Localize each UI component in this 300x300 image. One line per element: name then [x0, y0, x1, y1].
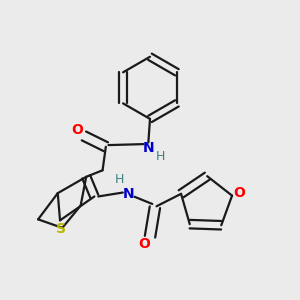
Text: N: N: [123, 187, 134, 201]
Text: S: S: [56, 221, 66, 236]
Text: O: O: [138, 237, 150, 251]
Text: H: H: [115, 173, 124, 186]
Text: O: O: [71, 123, 83, 137]
Text: N: N: [142, 141, 154, 155]
Text: O: O: [233, 186, 245, 200]
Text: H: H: [156, 150, 166, 163]
